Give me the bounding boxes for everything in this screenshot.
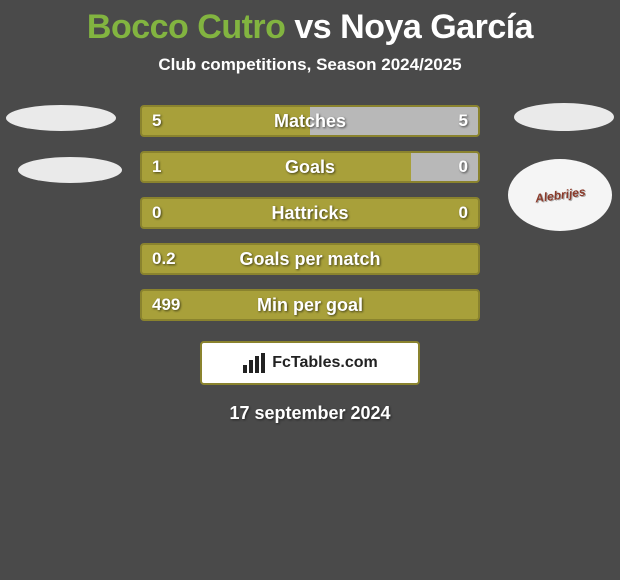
- player2-club-badge-1: [514, 103, 614, 131]
- subtitle: Club competitions, Season 2024/2025: [0, 55, 620, 75]
- player2-club-badge-2: Alebrijes: [508, 159, 612, 231]
- stat-value-right: 5: [459, 107, 468, 135]
- stat-label: Min per goal: [142, 291, 478, 319]
- stat-bars-container: 5Matches51Goals00Hattricks00.2Goals per …: [140, 105, 480, 321]
- stat-label: Goals per match: [142, 245, 478, 273]
- club-logo-text: Alebrijes: [534, 185, 586, 206]
- stat-label: Matches: [142, 107, 478, 135]
- stat-value-right: 0: [459, 153, 468, 181]
- stat-label: Goals: [142, 153, 478, 181]
- stat-row: 0.2Goals per match: [140, 243, 480, 275]
- player1-club-badge-2: [18, 157, 122, 183]
- stat-value-right: 0: [459, 199, 468, 227]
- footer-attribution: FcTables.com: [200, 341, 420, 385]
- player2-name: Noya García: [340, 8, 533, 46]
- date: 17 september 2024: [0, 403, 620, 424]
- stats-area: Alebrijes 5Matches51Goals00Hattricks00.2…: [0, 105, 620, 321]
- stat-row: 0Hattricks0: [140, 197, 480, 229]
- footer-text: FcTables.com: [272, 354, 378, 372]
- comparison-title: Bocco Cutro vs Noya García: [0, 8, 620, 47]
- stat-label: Hattricks: [142, 199, 478, 227]
- stat-row: 1Goals0: [140, 151, 480, 183]
- vs-text: vs: [294, 8, 331, 46]
- stat-row: 499Min per goal: [140, 289, 480, 321]
- stat-row: 5Matches5: [140, 105, 480, 137]
- player1-name: Bocco Cutro: [87, 8, 286, 46]
- bars-icon: [242, 353, 266, 373]
- player1-club-badge-1: [6, 105, 116, 131]
